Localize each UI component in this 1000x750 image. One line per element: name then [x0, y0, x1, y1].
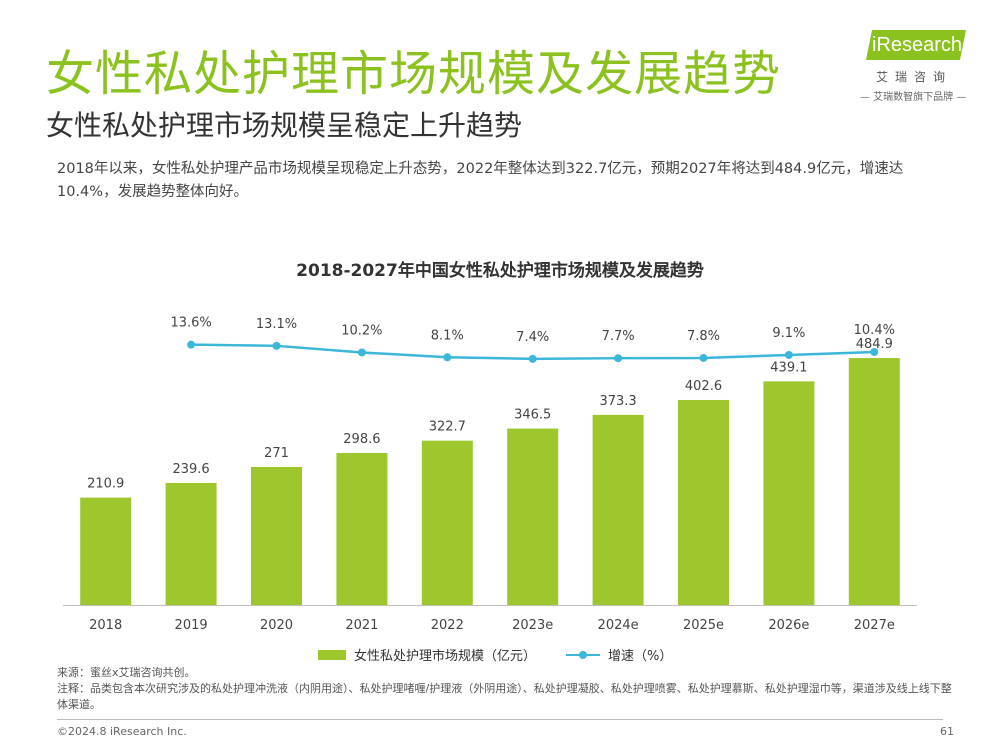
x-tick-label-2023e: 2023e — [512, 618, 553, 633]
footer-divider — [57, 719, 943, 720]
x-tick-label-2024e: 2024e — [598, 618, 639, 633]
bar-value-label-2023e: 346.5 — [514, 408, 551, 423]
bar-2019 — [165, 482, 217, 605]
bar-value-label-2018: 210.9 — [87, 477, 124, 492]
bar-2021 — [336, 452, 388, 605]
x-tick-label-2022: 2022 — [431, 618, 464, 633]
bar-2022 — [421, 440, 473, 605]
bar-value-label-2027e: 484.9 — [856, 337, 893, 352]
annotation-note: 注释：品类包含本次研究涉及的私处护理冲洗液（内阴用途）、私处护理啫喱/护理液（外… — [57, 682, 952, 711]
growth-point-2025e — [699, 353, 708, 362]
growth-label-2019: 13.6% — [170, 316, 211, 331]
bar-2025e — [678, 399, 729, 605]
logo-chinese-name: 艾瑞咨询 — [876, 70, 953, 84]
logo-badge: iResearch — [866, 30, 966, 60]
legend-label-market-size: 女性私处护理市场规模（亿元） — [354, 649, 537, 664]
bar-2027e — [848, 358, 900, 605]
x-tick-label-2020: 2020 — [260, 618, 293, 633]
legend-item-growth-rate: 增速（%） — [566, 645, 672, 664]
legend-bar-swatch — [318, 649, 346, 660]
logo-brand: iResearch — [872, 34, 963, 56]
legend-line-swatch — [566, 650, 600, 660]
growth-point-2026e — [784, 350, 793, 359]
growth-point-2022 — [443, 353, 452, 362]
chart-notes: 来源：蜜丝x艾瑞咨询共创。 注释：品类包含本次研究涉及的私处护理冲洗液（内阴用途… — [57, 665, 957, 713]
bar-value-label-2021: 298.6 — [343, 432, 380, 447]
growth-label-2020: 13.1% — [256, 317, 297, 332]
growth-label-2021: 10.2% — [341, 323, 382, 338]
iresearch-logo: iResearch 艾瑞咨询 — 艾瑞数智旗下品牌 — — [858, 30, 968, 106]
description-text: 2018年以来，女性私处护理产品市场规模呈现稳定上升态势，2022年整体达到32… — [57, 161, 904, 200]
x-tick-label-2021: 2021 — [345, 618, 378, 633]
logo-tagline: — 艾瑞数智旗下品牌 — — [860, 92, 967, 103]
bar-2026e — [763, 381, 815, 605]
bar-value-label-2022: 322.7 — [429, 420, 466, 435]
x-tick-label-2018: 2018 — [89, 618, 122, 633]
bar-value-label-2019: 239.6 — [172, 462, 209, 477]
bar-2024e — [592, 414, 644, 605]
legend-item-market-size: 女性私处护理市场规模（亿元） — [318, 645, 536, 664]
x-tick-label-2025e: 2025e — [683, 618, 724, 633]
page-number: 61 — [940, 725, 954, 738]
bar-value-label-2024e: 373.3 — [599, 394, 636, 409]
source-note: 来源：蜜丝x艾瑞咨询共创。 — [57, 666, 196, 679]
growth-label-2023e: 7.4% — [516, 330, 549, 345]
bar-value-label-2025e: 402.6 — [685, 379, 722, 394]
growth-point-2023e — [528, 354, 537, 363]
growth-label-2024e: 7.7% — [602, 329, 635, 344]
growth-point-2019 — [187, 340, 196, 349]
bar-value-label-2026e: 439.1 — [770, 360, 807, 375]
bar-value-label-2020: 271 — [264, 446, 289, 461]
bar-2020 — [251, 466, 302, 605]
growth-point-2021 — [357, 348, 366, 357]
chart-legend: 女性私处护理市场规模（亿元） 增速（%） — [0, 645, 1000, 665]
bar-2023e — [507, 428, 559, 605]
growth-point-2027e — [870, 348, 879, 356]
growth-label-2027e: 10.4% — [854, 323, 895, 338]
growth-label-2022: 8.1% — [431, 328, 464, 343]
copyright-text: ©2024.8 iResearch Inc. — [57, 725, 187, 738]
growth-label-2025e: 7.8% — [687, 329, 720, 344]
growth-label-2026e: 9.1% — [772, 326, 805, 341]
page-title: 女性私处护理市场规模及发展趋势 — [46, 46, 782, 102]
growth-point-2024e — [614, 354, 623, 363]
bar-2018 — [80, 497, 132, 605]
legend-label-growth-rate: 增速（%） — [608, 649, 673, 664]
page-subtitle: 女性私处护理市场规模呈稳定上升趋势 — [46, 109, 523, 142]
chart-title: 2018-2027年中国女性私处护理市场规模及发展趋势 — [296, 261, 704, 281]
x-tick-label-2026e: 2026e — [768, 618, 809, 633]
x-tick-label-2019: 2019 — [175, 618, 208, 633]
x-tick-label-2027e: 2027e — [854, 618, 895, 633]
growth-point-2020 — [272, 341, 281, 350]
